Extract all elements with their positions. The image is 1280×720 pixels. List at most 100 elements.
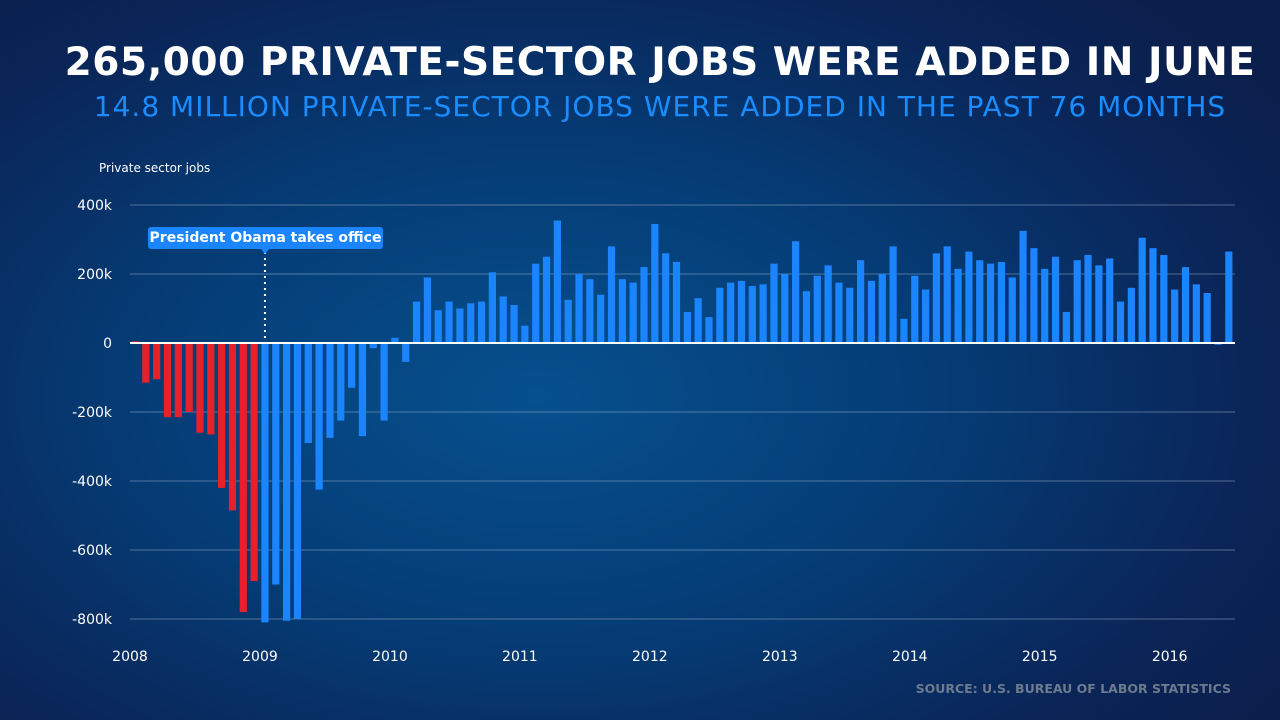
- bar: [380, 343, 388, 421]
- bar: [467, 303, 475, 343]
- bar: [824, 265, 832, 343]
- bar: [694, 298, 702, 343]
- bar: [1203, 292, 1211, 343]
- x-tick-label: 2013: [762, 649, 798, 665]
- bar: [737, 280, 746, 343]
- bar: [261, 343, 269, 623]
- bar: [488, 272, 496, 343]
- bar: [564, 299, 572, 343]
- bar: [748, 286, 756, 343]
- bar: [651, 223, 659, 343]
- bar: [586, 279, 594, 343]
- bar: [272, 343, 280, 585]
- bar: [1181, 267, 1190, 343]
- y-tick-label: -600k: [72, 543, 113, 559]
- bar: [348, 343, 356, 388]
- bar: [250, 343, 258, 582]
- bar: [542, 256, 551, 343]
- bar: [597, 294, 605, 343]
- bar: [965, 251, 973, 343]
- bar: [607, 246, 616, 343]
- bar: [185, 343, 193, 412]
- bar: [1149, 248, 1157, 343]
- bar: [770, 263, 778, 343]
- y-tick-label: 200k: [77, 267, 113, 283]
- bar: [434, 310, 442, 343]
- bar: [207, 343, 215, 435]
- bar: [1116, 301, 1125, 343]
- bar: [196, 343, 204, 433]
- y-tick-label: -800k: [72, 612, 113, 628]
- bar: [1095, 265, 1103, 343]
- y-tick-label: 0: [103, 336, 112, 352]
- bar: [878, 274, 886, 343]
- y-axis-label: Private sector jobs: [99, 161, 211, 175]
- bar: [412, 301, 421, 343]
- bar: [218, 343, 226, 488]
- bar: [174, 343, 182, 418]
- bar: [1073, 260, 1081, 343]
- bar: [1106, 258, 1114, 343]
- bar: [283, 343, 291, 621]
- bar: [1084, 255, 1092, 343]
- bar: [672, 261, 681, 343]
- bar: [835, 282, 843, 343]
- x-tick-label: 2015: [1022, 649, 1058, 665]
- bar: [900, 318, 908, 343]
- bar: [358, 343, 367, 437]
- bar: [976, 260, 984, 343]
- bar: [1192, 284, 1200, 343]
- bar: [499, 296, 507, 343]
- bar: [932, 253, 941, 343]
- x-tick-label: 2012: [632, 649, 668, 665]
- chart-subtitle: 14.8 MILLION PRIVATE-SECTOR JOBS WERE AD…: [93, 90, 1227, 123]
- y-tick-label: 400k: [77, 198, 113, 214]
- bar: [1127, 287, 1135, 343]
- bar: [293, 343, 302, 619]
- bar: [239, 343, 247, 613]
- bar: [402, 343, 410, 362]
- bar: [705, 317, 713, 343]
- bar: [532, 263, 540, 343]
- x-tick-label: 2011: [502, 649, 538, 665]
- bar: [153, 343, 161, 380]
- bar: [553, 220, 561, 343]
- bar: [510, 305, 518, 343]
- bar: [954, 268, 962, 343]
- bar: [943, 246, 951, 343]
- x-tick-label: 2010: [372, 649, 408, 665]
- bar: [391, 337, 399, 343]
- bar: [456, 308, 464, 343]
- bar: [1225, 251, 1233, 343]
- bar: [759, 284, 767, 343]
- bar: [781, 274, 789, 343]
- bar: [857, 260, 865, 343]
- bar: [727, 282, 735, 343]
- x-tick-label: 2014: [892, 649, 928, 665]
- bar: [662, 253, 670, 343]
- bar: [163, 343, 172, 418]
- bar: [867, 280, 876, 343]
- bar: [423, 277, 432, 343]
- annotation-label: President Obama takes office: [148, 227, 383, 254]
- bar: [1030, 248, 1038, 343]
- bar: [813, 275, 821, 343]
- bar: [326, 343, 334, 438]
- bar: [716, 287, 724, 343]
- bar: [629, 282, 637, 343]
- bar: [640, 267, 648, 343]
- y-tick-label: -200k: [72, 405, 113, 421]
- bar: [337, 343, 345, 421]
- source-note: SOURCE: U.S. BUREAU OF LABOR STATISTICS: [915, 681, 1231, 696]
- bar: [1138, 237, 1146, 343]
- bar: [477, 301, 486, 343]
- x-tick-label: 2016: [1152, 649, 1188, 665]
- y-tick-label: -400k: [72, 474, 113, 490]
- bar: [521, 325, 529, 343]
- chart-title: 265,000 PRIVATE-SECTOR JOBS WERE ADDED I…: [64, 40, 1256, 85]
- bar: [1041, 268, 1049, 343]
- bar: [618, 279, 626, 343]
- bar: [304, 343, 312, 444]
- bar: [997, 261, 1005, 343]
